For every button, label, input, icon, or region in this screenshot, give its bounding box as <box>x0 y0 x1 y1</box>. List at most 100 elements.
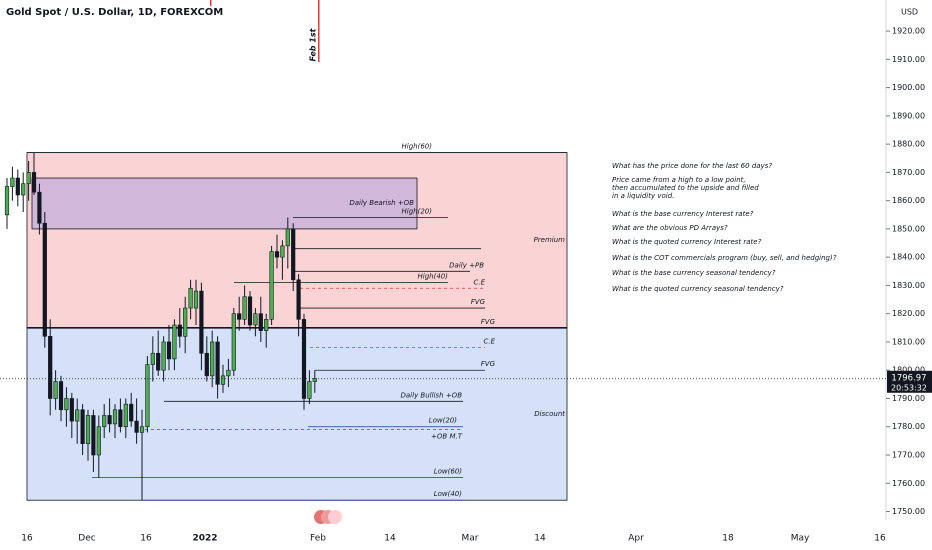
candle-body <box>58 381 64 411</box>
candle-body <box>53 381 58 399</box>
x-tick-label: Feb <box>310 534 326 544</box>
candle-body <box>188 287 193 309</box>
x-tick-label: 16 <box>874 534 886 544</box>
candle-body <box>291 228 296 281</box>
x-tick-label: 14 <box>384 534 396 544</box>
y-tick-label: 1820.00 <box>892 309 925 318</box>
marker-line <box>318 0 320 62</box>
candle-body <box>69 398 74 422</box>
level-label: High(40) <box>418 273 449 281</box>
level-label: FVG <box>481 360 496 368</box>
zone <box>31 177 418 230</box>
candle-body <box>139 426 145 433</box>
candle-body <box>161 341 166 371</box>
level-label: Low(40) <box>434 490 463 498</box>
level-label: +OB M.T <box>431 433 463 441</box>
candle-body <box>10 177 15 187</box>
candle-body <box>129 403 134 422</box>
candle-body <box>285 228 290 247</box>
candle-body <box>15 177 20 196</box>
level-label: High(60) <box>402 143 433 151</box>
candle-body <box>112 409 118 425</box>
level-label: C.E <box>473 278 485 286</box>
candle-body <box>215 341 220 385</box>
y-tick-label: 1800.00 <box>892 366 925 375</box>
candle-body <box>231 313 236 371</box>
y-tick-label: 1890.00 <box>892 111 925 120</box>
question: What is the COT commercials program (buy… <box>612 254 837 262</box>
candle-body <box>64 398 69 411</box>
candle-body <box>156 352 161 371</box>
y-tick-label: 1910.00 <box>892 55 925 64</box>
candle-body <box>296 279 301 320</box>
candle-body <box>123 403 128 428</box>
question: What has the price done for the last 60 … <box>612 162 773 170</box>
candle-body <box>80 409 85 444</box>
candle-body <box>96 426 101 456</box>
flag-icon <box>314 510 342 524</box>
event-label: Feb 1st <box>309 27 318 61</box>
candle-body <box>237 313 242 320</box>
level-label: FVG <box>481 318 496 326</box>
candle-body <box>4 186 10 216</box>
level-label: Low(60) <box>434 468 463 476</box>
candle-body <box>48 336 53 399</box>
y-tick-label: 1770.00 <box>892 451 925 460</box>
y-tick-label: 1750.00 <box>892 507 925 516</box>
y-tick-label: 1870.00 <box>892 168 925 177</box>
level-label: Low(20) <box>429 417 458 425</box>
candle-body <box>145 364 150 428</box>
x-tick-label: 2022 <box>192 534 217 544</box>
zone-label: Daily Bearish +OB <box>349 199 414 207</box>
candle-body <box>102 415 107 428</box>
candle-body <box>150 352 155 365</box>
y-tick-label: 1860.00 <box>892 196 925 205</box>
question: What is the quoted currency seasonal ten… <box>612 285 784 293</box>
level-label: Daily +PB <box>449 261 484 269</box>
candle-body <box>253 313 258 326</box>
candle-body <box>301 319 307 399</box>
candle-body <box>242 296 247 320</box>
x-tick-label: 16 <box>140 534 152 544</box>
level-label: Daily Bullish +OB <box>401 391 463 399</box>
candle-body <box>177 324 182 337</box>
y-tick-label: 1760.00 <box>892 479 925 488</box>
candle-body <box>91 415 96 456</box>
candle-body <box>107 415 112 425</box>
y-tick-label: 1780.00 <box>892 422 925 431</box>
candle-body <box>204 352 209 377</box>
y-tick-label: 1900.00 <box>892 83 925 92</box>
question: What are the obvious PD Arrays? <box>612 224 728 232</box>
candle-body <box>199 290 204 354</box>
candle-body <box>274 251 280 258</box>
question: What is the quoted currency Interest rat… <box>612 238 762 246</box>
level-label: FVG <box>471 298 486 306</box>
candle-body <box>42 222 47 337</box>
y-tick-label: 1880.00 <box>892 140 925 149</box>
x-tick-label: Dec <box>78 534 95 544</box>
level-label: C.E <box>483 338 495 346</box>
question: Price came from a high to a low point, t… <box>612 176 759 200</box>
candle-body <box>258 313 263 331</box>
y-tick-label: 1920.00 <box>892 27 925 36</box>
x-tick-label: 14 <box>534 534 546 544</box>
candle-body <box>193 290 199 309</box>
candle-body <box>210 341 215 377</box>
candle-body <box>247 296 253 326</box>
question: What is the base currency Interest rate? <box>612 210 754 218</box>
candle-body <box>269 251 274 320</box>
currency-label: USD <box>901 8 918 17</box>
zone-label: Discount <box>534 410 565 418</box>
candle-body <box>26 172 31 184</box>
candle-body <box>183 307 188 337</box>
y-tick-label: 1830.00 <box>892 281 925 290</box>
zone-label: Premium <box>534 236 566 244</box>
candle-body <box>280 245 285 258</box>
candle-body <box>37 191 42 224</box>
candle-body <box>172 324 177 360</box>
candle-body <box>166 341 172 360</box>
candle-body <box>21 183 26 196</box>
countdown-label: 20:53:32 <box>891 383 927 392</box>
x-tick-label: 18 <box>722 534 734 544</box>
